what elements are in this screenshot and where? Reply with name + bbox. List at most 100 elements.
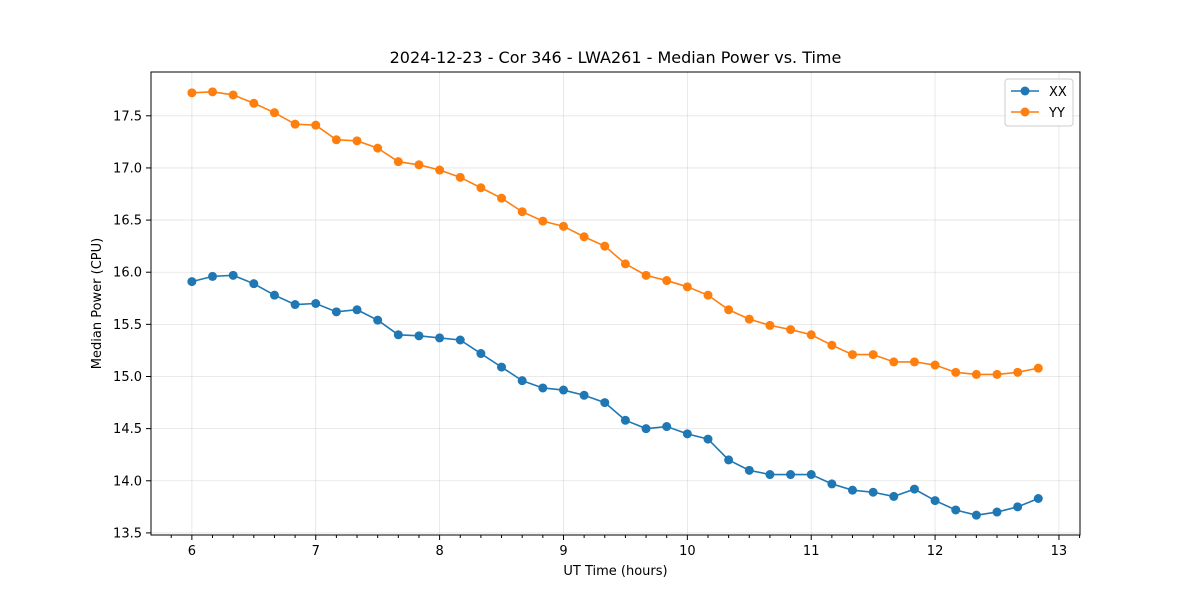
data-point-xx <box>228 270 238 280</box>
data-point-yy <box>827 340 837 350</box>
data-point-xx <box>930 496 940 506</box>
data-point-xx <box>765 470 775 480</box>
y-tick-label: 14.5 <box>113 422 142 437</box>
data-point-xx <box>538 383 548 393</box>
data-point-yy <box>786 325 796 335</box>
data-point-xx <box>331 307 341 317</box>
data-point-xx <box>889 491 899 501</box>
data-point-yy <box>414 160 424 170</box>
data-point-xx <box>414 331 424 341</box>
data-point-yy <box>682 282 692 292</box>
plot-frame <box>150 71 1081 536</box>
data-point-yy <box>1013 367 1023 377</box>
x-tick-label: 10 <box>679 544 696 559</box>
x-tick-label: 6 <box>188 544 196 559</box>
y-tick-label: 16.0 <box>113 266 142 281</box>
data-point-xx <box>827 479 837 489</box>
data-point-xx <box>868 487 878 497</box>
data-point-xx <box>579 390 589 400</box>
data-point-xx <box>724 455 734 465</box>
data-point-yy <box>208 87 218 97</box>
data-point-xx <box>269 290 279 300</box>
legend-label-yy: YY <box>1048 106 1065 121</box>
data-point-xx <box>455 335 465 345</box>
data-point-yy <box>1033 363 1043 373</box>
data-point-yy <box>373 143 383 153</box>
x-tick-label: 7 <box>312 544 320 559</box>
data-point-yy <box>331 135 341 145</box>
data-point-xx <box>435 333 445 343</box>
data-point-xx <box>1013 502 1023 512</box>
data-point-xx <box>352 305 362 315</box>
data-point-xx <box>187 277 197 287</box>
data-point-yy <box>600 241 610 251</box>
data-point-yy <box>558 221 568 231</box>
data-point-yy <box>269 108 279 118</box>
data-point-yy <box>352 136 362 146</box>
grid <box>151 72 1080 535</box>
data-point-xx <box>682 429 692 439</box>
legend-marker-xx <box>1020 86 1030 96</box>
data-point-yy <box>249 98 259 108</box>
data-point-yy <box>951 367 961 377</box>
data-point-xx <box>311 299 321 308</box>
data-point-yy <box>393 157 403 167</box>
legend-marker-yy <box>1020 107 1030 117</box>
data-point-xx <box>641 424 651 434</box>
data-point-xx <box>703 434 713 444</box>
data-point-xx <box>951 505 961 515</box>
y-axis-label: Median Power (CPU) <box>90 238 105 369</box>
y-tick-label: 15.0 <box>113 370 142 385</box>
data-point-xx <box>558 385 568 395</box>
data-point-yy <box>868 350 878 360</box>
data-point-yy <box>992 369 1002 379</box>
data-point-yy <box>228 90 238 100</box>
y-tick-label: 15.5 <box>113 318 142 333</box>
data-point-xx <box>290 300 300 310</box>
data-point-xx <box>971 510 981 520</box>
y-tick-label: 17.5 <box>113 109 142 124</box>
y-tick-label: 17.0 <box>113 161 142 176</box>
data-point-yy <box>455 172 465 182</box>
axis-ticks: 6 7 8 9 10 11 12 13 13.5 14.0 14.5 15.0 15.5 16.0 16.5… <box>113 109 1081 559</box>
legend: XX YY <box>1004 78 1074 127</box>
data-point-xx <box>806 470 816 480</box>
data-point-yy <box>517 207 527 217</box>
data-point-xx <box>992 507 1002 517</box>
data-point-yy <box>765 320 775 330</box>
data-point-yy <box>889 357 899 367</box>
x-tick-label: 13 <box>1051 544 1068 559</box>
data-point-xx <box>249 279 259 289</box>
data-point-xx <box>662 422 672 432</box>
data-point-xx <box>497 362 507 372</box>
data-point-yy <box>435 165 445 175</box>
data-point-yy <box>847 350 857 360</box>
data-point-yy <box>744 314 754 324</box>
legend-label-xx: XX <box>1049 85 1067 100</box>
series-layer <box>187 87 1043 520</box>
y-tick-label: 16.5 <box>113 214 142 229</box>
x-tick-label: 12 <box>927 544 944 559</box>
y-tick-label: 14.0 <box>113 474 142 489</box>
data-point-xx <box>620 415 630 425</box>
data-point-yy <box>909 357 919 367</box>
series-xx <box>187 270 1043 520</box>
x-tick-label: 11 <box>803 544 820 559</box>
data-point-yy <box>579 232 589 242</box>
data-point-xx <box>600 398 610 408</box>
data-point-yy <box>538 216 548 226</box>
data-point-xx <box>786 470 796 480</box>
data-point-xx <box>373 315 383 325</box>
y-tick-label: 13.5 <box>113 526 142 541</box>
data-point-yy <box>476 183 486 193</box>
series-yy <box>187 87 1043 379</box>
data-point-xx <box>744 465 754 475</box>
data-point-yy <box>641 270 651 280</box>
data-point-yy <box>930 360 940 370</box>
data-point-xx <box>909 484 919 494</box>
data-point-yy <box>311 120 321 130</box>
chart-title: 2024-12-23 - Cor 346 - LWA261 - Median P… <box>390 48 842 67</box>
data-point-yy <box>187 88 197 98</box>
